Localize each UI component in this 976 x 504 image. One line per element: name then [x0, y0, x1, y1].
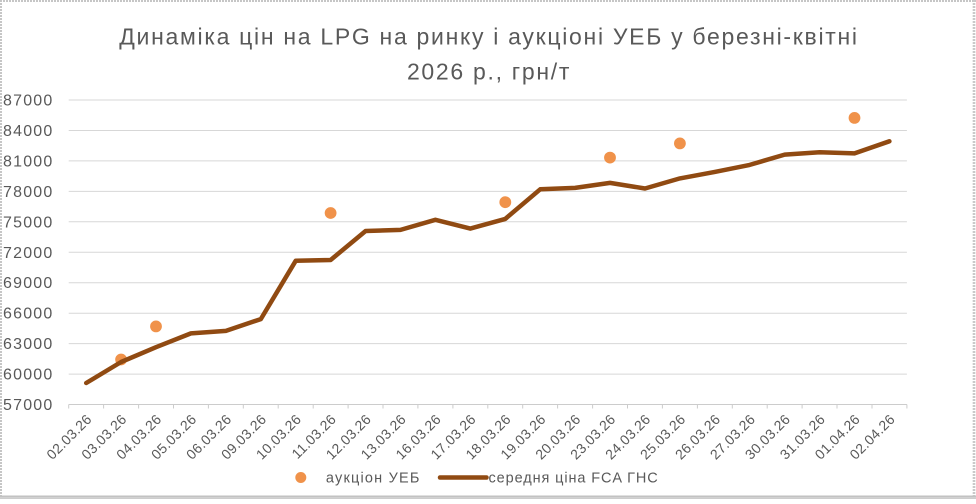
svg-text:63000: 63000 [3, 336, 54, 353]
svg-text:72000: 72000 [3, 245, 54, 262]
svg-text:78000: 78000 [3, 184, 54, 201]
svg-text:87000: 87000 [3, 93, 54, 110]
svg-text:84000: 84000 [3, 123, 54, 140]
svg-text:75000: 75000 [3, 214, 54, 231]
svg-text:57000: 57000 [3, 397, 54, 414]
svg-text:аукціон УЕБ: аукціон УЕБ [326, 471, 421, 487]
svg-text:60000: 60000 [3, 367, 54, 384]
svg-text:середня ціна FCA ГНС: середня ціна FCA ГНС [489, 471, 659, 487]
svg-text:69000: 69000 [3, 275, 54, 292]
svg-text:81000: 81000 [3, 153, 54, 170]
svg-text:66000: 66000 [3, 306, 54, 323]
svg-text:2026 р., грн/т: 2026 р., грн/т [407, 59, 571, 85]
svg-text:Динаміка цін на LPG на ринку і: Динаміка цін на LPG на ринку і аукціоні … [119, 24, 858, 50]
